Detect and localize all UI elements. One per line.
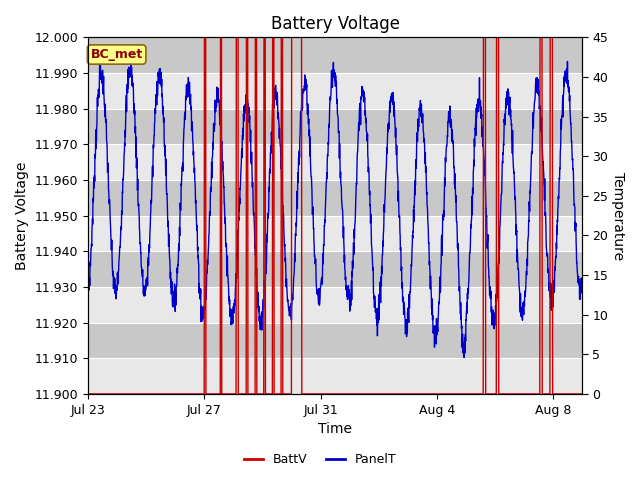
Bar bbox=[88, 358, 582, 394]
Bar bbox=[88, 287, 582, 323]
Bar bbox=[88, 108, 582, 144]
Text: BC_met: BC_met bbox=[90, 48, 143, 61]
Y-axis label: Temperature: Temperature bbox=[611, 171, 625, 260]
Title: Battery Voltage: Battery Voltage bbox=[271, 15, 399, 33]
Legend: BattV, PanelT: BattV, PanelT bbox=[239, 448, 401, 471]
Bar bbox=[88, 144, 582, 180]
Bar bbox=[88, 73, 582, 108]
Bar bbox=[88, 323, 582, 358]
Bar bbox=[88, 180, 582, 216]
Bar bbox=[88, 252, 582, 287]
Bar bbox=[88, 37, 582, 73]
Bar bbox=[88, 216, 582, 252]
X-axis label: Time: Time bbox=[318, 422, 352, 436]
Y-axis label: Battery Voltage: Battery Voltage bbox=[15, 161, 29, 270]
